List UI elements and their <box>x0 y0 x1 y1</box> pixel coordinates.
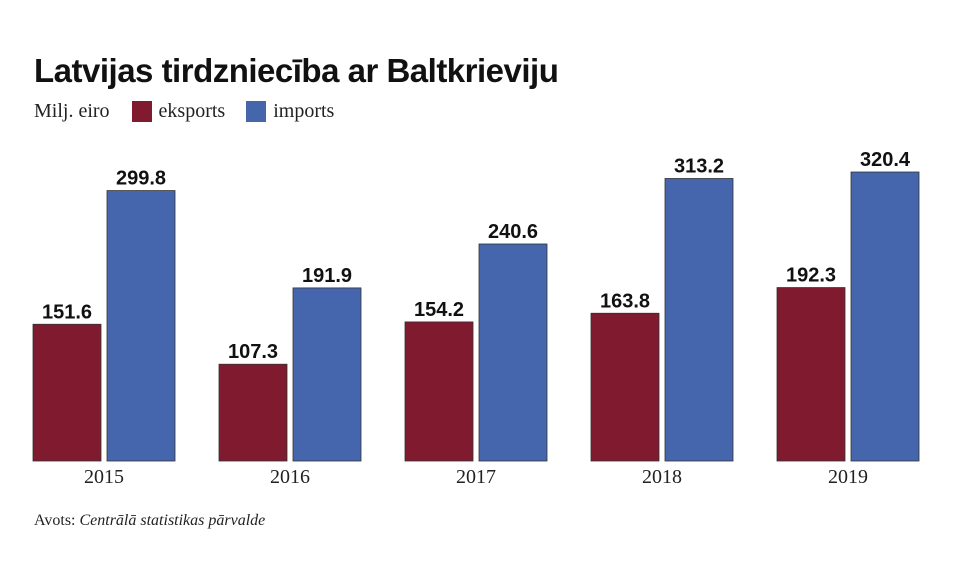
legend-entry-imports: imports <box>246 100 334 123</box>
bar-imports-2019 <box>850 171 920 462</box>
chart-title: Latvijas tirdzniecība ar Baltkrieviju <box>34 52 559 89</box>
legend-label-imports: imports <box>273 99 335 122</box>
legend-label-eksports: eksports <box>158 99 226 122</box>
value-label-eksports-2017: 154.2 <box>414 299 464 321</box>
legend-swatch-eksports <box>131 100 152 122</box>
bar-imports-2017 <box>478 243 548 462</box>
value-label-eksports-2018: 163.8 <box>600 290 650 312</box>
bar-imports-2015 <box>106 190 176 462</box>
value-label-imports-2019: 320.4 <box>860 149 911 171</box>
legend-swatch-imports <box>246 100 267 122</box>
source-note: Avots: Centrālā statistikas pārvalde <box>34 512 265 530</box>
value-label-eksports-2015: 151.6 <box>42 301 92 323</box>
x-tick-2019: 2019 <box>828 466 868 488</box>
bar-imports-2016 <box>292 287 362 462</box>
source-name: Centrālā statistikas pārvalde <box>79 512 266 529</box>
x-tick-2017: 2017 <box>456 466 496 488</box>
bar-imports-2018 <box>664 178 734 462</box>
legend-entry-eksports: eksports <box>131 99 226 123</box>
value-label-imports-2017: 240.6 <box>488 221 538 243</box>
value-label-eksports-2019: 192.3 <box>786 265 836 287</box>
bar-eksports-2018 <box>590 312 660 462</box>
value-label-imports-2015: 299.8 <box>116 168 166 190</box>
bar-eksports-2017 <box>404 321 474 462</box>
value-label-eksports-2016: 107.3 <box>228 341 278 363</box>
legend: Milj. eiro eksports imports <box>34 98 355 124</box>
value-label-imports-2018: 313.2 <box>674 155 724 177</box>
bar-eksports-2016 <box>218 363 288 462</box>
bar-eksports-2015 <box>32 323 102 462</box>
value-label-imports-2016: 191.9 <box>302 265 352 287</box>
x-tick-2016: 2016 <box>270 466 310 488</box>
x-tick-2018: 2018 <box>642 466 682 488</box>
bar-eksports-2019 <box>776 287 846 462</box>
unit-label: Milj. eiro <box>34 99 110 122</box>
source-prefix: Avots: <box>34 512 76 529</box>
x-tick-2015: 2015 <box>84 466 124 488</box>
